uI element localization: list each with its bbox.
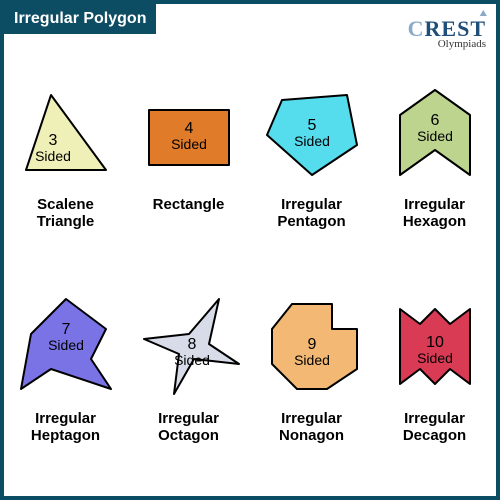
- brand-logo: ⛰︎ CREST Olympiads: [408, 10, 486, 50]
- shape-triangle: 3Sided: [11, 72, 121, 192]
- triangle-caption: ScaleneTriangle: [37, 196, 95, 231]
- shapes-grid: 3Sided ScaleneTriangle 4Sided Rectangle 5Sid…: [4, 68, 496, 496]
- title-text: Irregular Polygon: [14, 10, 146, 27]
- frame: Irregular Polygon ⛰︎ CREST Olympiads 3Si…: [0, 0, 500, 500]
- shape-decagon: 10Sided: [380, 286, 490, 406]
- shape-cell-heptagon: 7Sided IrregularHeptagon: [4, 282, 127, 496]
- octagon-caption: IrregularOctagon: [158, 410, 219, 445]
- shape-nonagon: 9Sided: [257, 286, 367, 406]
- shape-cell-octagon: 8Sided IrregularOctagon: [127, 282, 250, 496]
- shape-pentagon: 5Sided: [257, 72, 367, 192]
- heptagon-caption: IrregularHeptagon: [31, 410, 100, 445]
- shape-cell-triangle: 3Sided ScaleneTriangle: [4, 68, 127, 282]
- hexagon-caption: IrregularHexagon: [403, 196, 466, 231]
- pentagon-caption: IrregularPentagon: [277, 196, 345, 231]
- shape-heptagon: 7Sided: [11, 286, 121, 406]
- shape-cell-hexagon: 6Sided IrregularHexagon: [373, 68, 496, 282]
- title-bar: Irregular Polygon: [4, 4, 156, 34]
- shape-cell-pentagon: 5Sided IrregularPentagon: [250, 68, 373, 282]
- rectangle-caption: Rectangle: [153, 196, 225, 213]
- shape-cell-decagon: 10Sided IrregularDecagon: [373, 282, 496, 496]
- shape-cell-nonagon: 9Sided IrregularNonagon: [250, 282, 373, 496]
- shape-octagon: 8Sided: [134, 286, 244, 406]
- shape-hexagon: 6Sided: [380, 72, 490, 192]
- decagon-caption: IrregularDecagon: [403, 410, 466, 445]
- shape-rectangle: 4Sided: [134, 72, 244, 192]
- shape-cell-rectangle: 4Sided Rectangle: [127, 68, 250, 282]
- nonagon-caption: IrregularNonagon: [279, 410, 344, 445]
